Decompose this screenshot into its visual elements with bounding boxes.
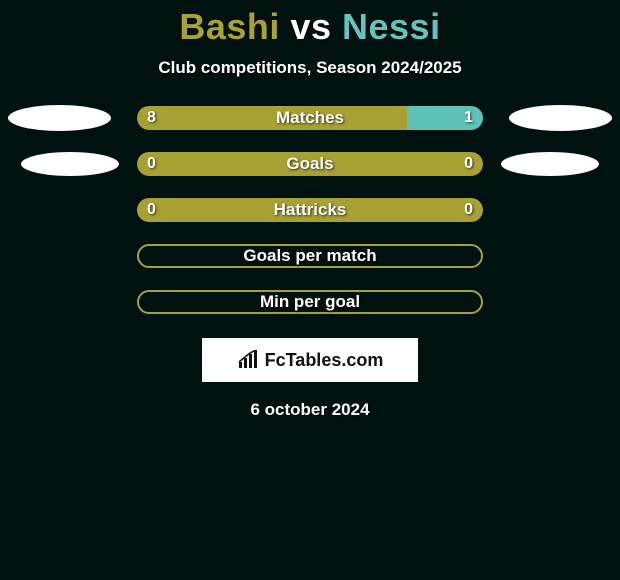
stat-row: Min per goal	[0, 290, 620, 314]
stat-bar: 81Matches	[137, 106, 483, 130]
stat-bar-outline: Goals per match	[137, 244, 483, 268]
title-player2: Nessi	[342, 6, 441, 47]
stat-row: 81Matches	[0, 106, 620, 130]
stat-bar-fill	[137, 152, 483, 176]
stat-value-left: 8	[147, 106, 156, 130]
page-title: Bashi vs Nessi	[179, 6, 440, 48]
stat-value-left: 0	[147, 198, 156, 222]
stat-value-right: 1	[464, 106, 473, 130]
stat-value-left: 0	[147, 152, 156, 176]
root: Bashi vs Nessi Club competitions, Season…	[0, 0, 620, 420]
stat-row: Goals per match	[0, 244, 620, 268]
stats-area: 81Matches00Goals00HattricksGoals per mat…	[0, 106, 620, 314]
stat-row: 00Hattricks	[0, 198, 620, 222]
logo-text: FcTables.com	[265, 350, 384, 371]
player-ellipse-right	[509, 105, 612, 131]
stat-bar-fill	[137, 198, 483, 222]
stat-bar-outline: Min per goal	[137, 290, 483, 314]
subtitle: Club competitions, Season 2024/2025	[158, 58, 461, 78]
player-ellipse-left	[8, 105, 111, 131]
stat-bar: 00Goals	[137, 152, 483, 176]
stat-value-right: 0	[464, 198, 473, 222]
title-player1: Bashi	[179, 6, 280, 47]
stat-bar-left	[137, 106, 407, 130]
bar-chart-icon	[237, 350, 261, 370]
stat-bar: 00Hattricks	[137, 198, 483, 222]
logo-box: FcTables.com	[202, 338, 418, 382]
player-ellipse-left	[21, 152, 119, 176]
stat-value-right: 0	[464, 152, 473, 176]
date-text: 6 october 2024	[250, 400, 369, 420]
title-vs: vs	[290, 6, 331, 47]
stat-row: 00Goals	[0, 152, 620, 176]
player-ellipse-right	[501, 152, 599, 176]
